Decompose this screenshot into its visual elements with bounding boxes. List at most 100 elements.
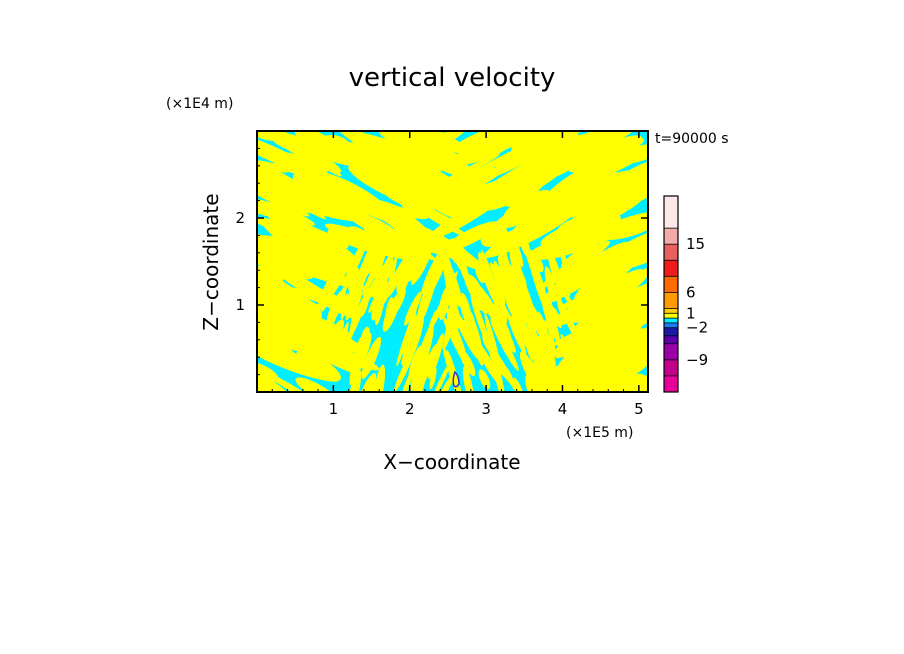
updraft-band bbox=[497, 255, 513, 293]
updraft-band bbox=[392, 206, 429, 233]
updraft-band bbox=[449, 243, 458, 264]
updraft-band bbox=[432, 362, 451, 392]
updraft-band bbox=[550, 359, 594, 377]
updraft-band bbox=[357, 333, 372, 371]
updraft-band bbox=[532, 369, 552, 392]
strong-downdraft-contour bbox=[452, 370, 460, 388]
updraft-band bbox=[429, 367, 437, 389]
x-axis-label: X−coordinate bbox=[383, 450, 520, 474]
updraft-band bbox=[257, 267, 306, 303]
updraft-band bbox=[470, 294, 490, 347]
colorbar-level bbox=[664, 228, 678, 245]
colorbar-level bbox=[664, 359, 678, 376]
updraft-band bbox=[497, 164, 538, 189]
updraft-band bbox=[520, 241, 533, 260]
colorbar-level bbox=[664, 375, 678, 392]
updraft-band bbox=[377, 131, 471, 178]
updraft-band bbox=[393, 344, 417, 392]
chart-title: vertical velocity bbox=[349, 63, 556, 93]
plot-frame bbox=[256, 130, 649, 393]
colorbar-level bbox=[664, 308, 678, 314]
updraft-band bbox=[462, 366, 474, 392]
updraft-band bbox=[257, 165, 293, 193]
updraft-band bbox=[320, 172, 386, 210]
updraft-band bbox=[559, 294, 598, 310]
x-axis-unit: (×1E5 m) bbox=[566, 425, 633, 441]
updraft-band bbox=[544, 299, 556, 357]
updraft-band bbox=[516, 280, 543, 333]
time-label: t=90000 s bbox=[655, 131, 729, 147]
updraft-band bbox=[547, 254, 573, 309]
colorbar-tick-label: −9 bbox=[686, 351, 708, 369]
updraft-band bbox=[484, 313, 502, 374]
colorbar-level bbox=[664, 335, 678, 344]
colorbar bbox=[663, 195, 679, 393]
updraft-band bbox=[611, 169, 648, 209]
updraft-band bbox=[595, 131, 637, 148]
updraft-band bbox=[493, 194, 566, 230]
updraft-band bbox=[277, 179, 327, 203]
updraft-band bbox=[372, 364, 386, 392]
updraft-band bbox=[560, 232, 609, 267]
updraft-band bbox=[544, 266, 557, 302]
y-axis-unit: (×1E4 m) bbox=[166, 96, 233, 112]
updraft-band bbox=[511, 131, 582, 153]
updraft-band bbox=[442, 254, 462, 301]
colorbar-level bbox=[664, 327, 678, 336]
updraft-band bbox=[268, 235, 324, 275]
updraft-band bbox=[417, 344, 437, 392]
updraft-band bbox=[368, 278, 388, 313]
updraft-band bbox=[515, 267, 527, 290]
colorbar-tick-label: 15 bbox=[686, 235, 705, 253]
updraft-band bbox=[327, 227, 427, 260]
updraft-band bbox=[620, 301, 648, 328]
updraft-band bbox=[262, 370, 326, 392]
updraft-band bbox=[604, 380, 635, 392]
updraft-band bbox=[421, 244, 448, 295]
updraft-band bbox=[453, 308, 479, 359]
updraft-band bbox=[552, 307, 562, 329]
updraft-band bbox=[443, 221, 498, 252]
updraft-band bbox=[357, 246, 377, 284]
updraft-band bbox=[575, 256, 637, 300]
updraft-band bbox=[507, 313, 527, 355]
updraft-band bbox=[308, 335, 346, 353]
colorbar-tick-label: 6 bbox=[686, 283, 696, 301]
updraft-band bbox=[475, 284, 495, 318]
updraft-band bbox=[312, 188, 371, 216]
updraft-band bbox=[392, 165, 441, 187]
updraft-band bbox=[295, 131, 328, 154]
updraft-band bbox=[446, 349, 464, 392]
y-tick-label: 2 bbox=[235, 209, 245, 227]
x-axis-ticks: 1 2 3 4 5 bbox=[271, 131, 644, 418]
colorbar-level bbox=[664, 244, 678, 261]
updraft-band bbox=[580, 170, 648, 201]
updraft-band bbox=[361, 336, 382, 379]
updraft-band bbox=[336, 321, 349, 356]
y-axis-label: Z−coordinate bbox=[199, 193, 223, 330]
x-tick-label: 1 bbox=[329, 400, 339, 418]
updraft-band bbox=[428, 333, 444, 380]
colorbar-frame bbox=[663, 195, 679, 393]
updraft-band bbox=[574, 362, 645, 392]
updraft-band bbox=[454, 131, 538, 150]
updraft-band bbox=[597, 373, 648, 392]
updraft-band bbox=[420, 261, 441, 322]
updraft-band bbox=[450, 139, 512, 166]
x-tick-label: 3 bbox=[481, 400, 491, 418]
colorbar-level bbox=[664, 292, 678, 309]
updraft-band bbox=[404, 291, 422, 326]
updraft-band bbox=[403, 328, 417, 363]
updraft-band bbox=[390, 287, 406, 316]
updraft-band bbox=[478, 369, 491, 390]
updraft-band bbox=[399, 195, 436, 218]
updraft-band bbox=[561, 224, 603, 240]
updraft-band bbox=[579, 355, 624, 388]
colorbar-level bbox=[664, 260, 678, 277]
updraft-band bbox=[371, 264, 388, 298]
updraft-band bbox=[523, 311, 550, 371]
updraft-band bbox=[355, 164, 413, 189]
y-axis-ticks: 12 bbox=[235, 147, 648, 376]
updraft-band bbox=[416, 288, 428, 325]
updraft-band bbox=[371, 297, 381, 321]
